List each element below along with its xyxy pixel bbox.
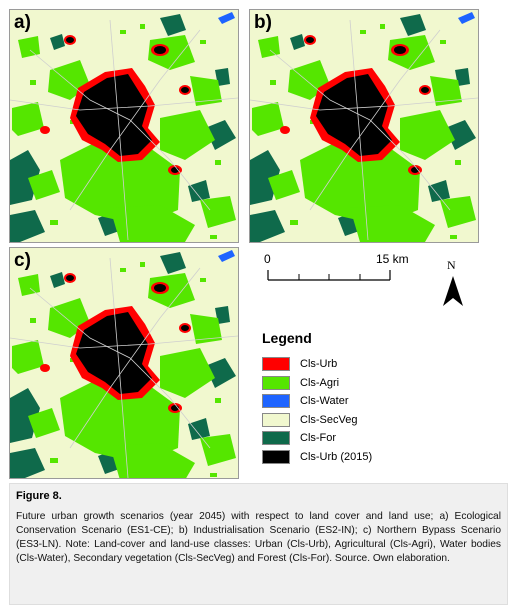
scale-end-label: 15 km (376, 252, 409, 266)
scale-bar: 0 15 km (262, 252, 432, 292)
legend-item: Cls-Urb (2015) (262, 448, 477, 467)
scale-start-label: 0 (264, 252, 271, 266)
legend-item: Cls-Urb (262, 355, 477, 374)
legend-item: Cls-For (262, 429, 477, 448)
agricultural-patches (252, 35, 476, 242)
legend-swatch (262, 431, 290, 446)
water-body (218, 12, 235, 24)
legend-label: Cls-Urb (2015) (300, 450, 373, 463)
agricultural-patches (12, 35, 236, 242)
panel-label-c: c) (14, 250, 31, 271)
legend-label: Cls-SecVeg (300, 413, 358, 426)
land-cover-map (250, 10, 478, 242)
panel-label-a: a) (14, 12, 31, 33)
legend-label: Cls-For (300, 432, 337, 445)
legend-swatch (262, 357, 290, 372)
forest-patches (250, 14, 476, 242)
north-arrow-icon (443, 276, 463, 306)
panel-label-b: b) (254, 12, 272, 33)
urban-2015-areas (66, 37, 189, 173)
map-panel-b: b) (249, 9, 479, 243)
legend-swatch (262, 375, 290, 390)
legend-item: Cls-SecVeg (262, 411, 477, 430)
road-network (10, 19, 238, 241)
road-network (250, 19, 478, 241)
figure-number: Figure 8. (16, 490, 62, 502)
land-cover-map (10, 10, 238, 242)
north-arrow: N (440, 258, 466, 310)
agricultural-patches (12, 273, 236, 478)
legend-swatch (262, 394, 290, 409)
legend-item: Cls-Agri (262, 374, 477, 393)
road-network (10, 257, 238, 478)
water-body (218, 250, 235, 262)
urban-2015-areas (306, 37, 429, 173)
figure-caption: Figure 8. Future urban growth scenarios … (9, 483, 508, 605)
legend-label: Cls-Water (300, 395, 349, 408)
legend: Legend Cls-Urb Cls-Agri Cls-Water Cls-SecVe… (262, 330, 477, 480)
map-panel-a: a) (9, 9, 239, 243)
legend-swatch (262, 412, 290, 427)
north-label: N (447, 258, 456, 272)
legend-title: Legend (262, 330, 312, 346)
legend-item: Cls-Water (262, 392, 477, 411)
forest-patches (10, 252, 236, 478)
urban-2015-areas (66, 275, 189, 411)
land-cover-map (10, 248, 238, 478)
figure-caption-text: Future urban growth scenarios (year 2045… (16, 511, 501, 564)
legend-label: Cls-Agri (300, 376, 340, 389)
map-panel-c: c) (9, 247, 239, 479)
scale-bar-graphic (267, 270, 391, 281)
water-body (458, 12, 475, 24)
legend-label: Cls-Urb (300, 358, 338, 371)
legend-swatch (262, 449, 290, 464)
